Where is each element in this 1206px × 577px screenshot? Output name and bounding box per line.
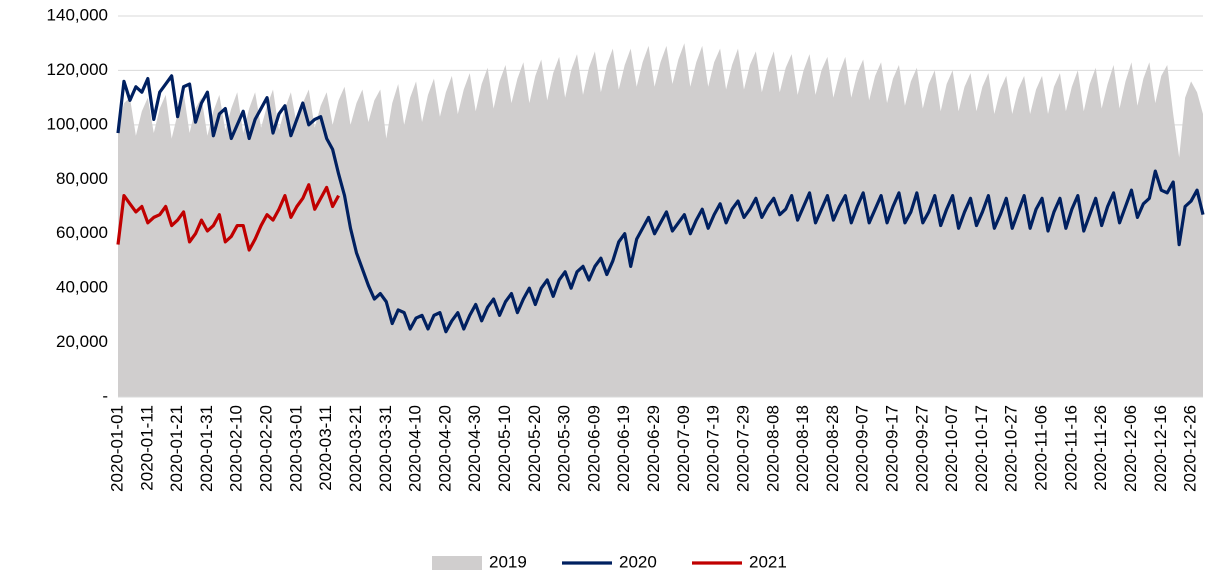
x-tick-label: 2020-02-20	[257, 405, 276, 492]
x-tick-label: 2020-09-27	[912, 405, 931, 492]
y-tick-label: 100,000	[47, 114, 108, 133]
legend-label: 2019	[489, 552, 527, 571]
x-tick-label: 2020-12-16	[1151, 405, 1170, 492]
x-tick-label: 2020-11-16	[1061, 405, 1080, 491]
x-tick-label: 2020-03-21	[346, 405, 365, 492]
y-tick-label: -	[102, 386, 108, 405]
y-tick-label: 80,000	[56, 169, 108, 188]
x-tick-label: 2020-08-28	[823, 405, 842, 492]
x-tick-label: 2020-07-19	[704, 405, 723, 492]
line	[116, 74, 1205, 334]
x-tick-label: 2020-01-11	[137, 405, 156, 491]
x-tick-label: 2020-01-31	[197, 405, 216, 492]
x-tick-label: 2020-06-09	[584, 405, 603, 492]
x-tick-label: 2020-12-06	[1121, 405, 1140, 492]
x-tick-label: 2020-03-31	[376, 405, 395, 492]
x-tick-label: 2020-05-30	[555, 405, 574, 492]
x-tick-label: 2020-03-01	[286, 405, 305, 492]
y-tick-label: 140,000	[47, 5, 108, 24]
x-tick-label: 2020-01-21	[167, 405, 186, 492]
x-tick-label: 2020-11-06	[1032, 405, 1051, 491]
x-tick-label: 2020-08-08	[763, 405, 782, 492]
x-tick-label: 2020-06-19	[614, 405, 633, 492]
x-tick-label: 2020-04-30	[465, 405, 484, 492]
x-tick-label: 2020-05-10	[495, 405, 514, 492]
x-tick-label: 2020-11-26	[1091, 405, 1110, 491]
x-tick-label: 2020-09-07	[853, 405, 872, 492]
legend-label: 2020	[619, 552, 657, 571]
x-tick-label: 2020-03-11	[316, 405, 335, 491]
x-tick-label: 2020-04-20	[435, 405, 454, 492]
x-tick-label: 2020-08-18	[793, 405, 812, 492]
x-tick-label: 2020-10-07	[942, 405, 961, 492]
x-tick-label: 2020-07-29	[733, 405, 752, 492]
y-tick-label: 20,000	[56, 332, 108, 351]
legend-swatch	[432, 556, 482, 570]
x-tick-label: 2020-04-10	[406, 405, 425, 492]
x-tick-label: 2020-01-01	[107, 405, 126, 492]
x-tick-label: 2020-07-09	[674, 405, 693, 492]
x-tick-label: 2020-12-26	[1181, 405, 1200, 492]
x-tick-label: 2020-09-17	[882, 405, 901, 492]
line	[116, 183, 340, 252]
x-tick-label: 2020-10-17	[972, 405, 991, 492]
x-tick-label: 2020-06-29	[644, 405, 663, 492]
y-tick-label: 40,000	[56, 278, 108, 297]
legend-label: 2021	[749, 552, 787, 571]
y-tick-label: 60,000	[56, 223, 108, 242]
x-tick-label: 2020-10-27	[1002, 405, 1021, 492]
x-tick-label: 2020-02-10	[227, 405, 246, 492]
y-tick-label: 120,000	[47, 60, 108, 79]
x-tick-label: 2020-05-20	[525, 405, 544, 492]
